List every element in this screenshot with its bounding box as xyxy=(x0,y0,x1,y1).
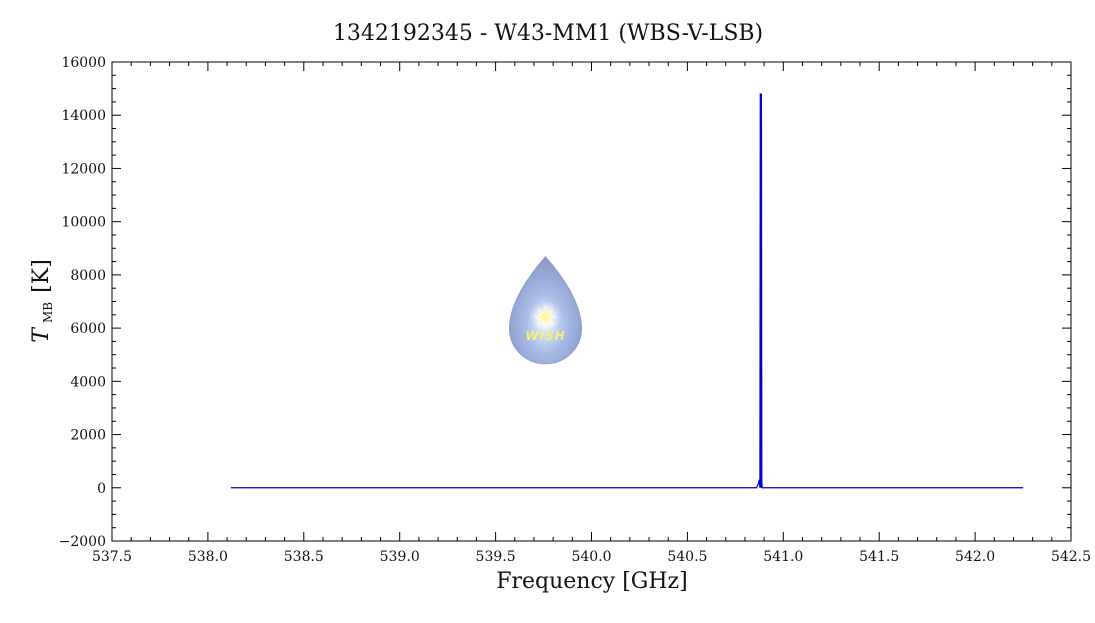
y-tick-label: 12000 xyxy=(61,161,106,177)
y-tick-label: 4000 xyxy=(70,374,106,390)
y-axis-label-unit: [K] xyxy=(29,259,54,293)
tick-layer xyxy=(111,61,1072,542)
x-tick-label: 540.0 xyxy=(571,549,611,565)
label-layer: 537.5 538.0 538.5 539.0 539.5 540.0 540.5 541.0… xyxy=(59,55,1091,565)
x-tick-label: 541.0 xyxy=(763,549,803,565)
wish-logo: WISH xyxy=(508,256,582,365)
y-axis-label: T MB [K] xyxy=(29,259,56,343)
x-tick-label: 540.5 xyxy=(667,549,707,565)
logo-star-icon xyxy=(534,305,557,328)
x-tick-label: 542.0 xyxy=(955,549,995,565)
plot-frame xyxy=(111,61,1072,542)
x-tick-label: 538.5 xyxy=(284,549,324,565)
y-tick-label: −2000 xyxy=(59,534,106,550)
y-axis-label-symbol: T xyxy=(29,326,54,343)
spectrum-line xyxy=(230,93,1024,489)
x-tick-label: 539.0 xyxy=(380,549,420,565)
logo-text: WISH xyxy=(525,329,565,343)
y-tick-label: 8000 xyxy=(70,268,106,284)
x-tick-label: 541.5 xyxy=(859,549,899,565)
y-tick-label: 2000 xyxy=(70,428,106,444)
x-tick-label: 537.5 xyxy=(92,549,132,565)
x-tick-label: 539.5 xyxy=(476,549,516,565)
y-tick-label: 10000 xyxy=(61,215,106,231)
y-tick-label: 6000 xyxy=(70,321,106,337)
data-layer xyxy=(230,93,1024,489)
x-tick-label: 538.0 xyxy=(188,549,228,565)
y-tick-label: 0 xyxy=(97,481,106,497)
chart-title: 1342192345 - W43-MM1 (WBS-V-LSB) xyxy=(333,21,763,46)
y-tick-label: 16000 xyxy=(61,55,106,71)
y-axis-label-subscript: MB xyxy=(41,302,55,323)
x-axis-label: Frequency [GHz] xyxy=(496,569,688,594)
y-tick-label: 14000 xyxy=(61,108,106,124)
x-tick-label: 542.5 xyxy=(1051,549,1091,565)
